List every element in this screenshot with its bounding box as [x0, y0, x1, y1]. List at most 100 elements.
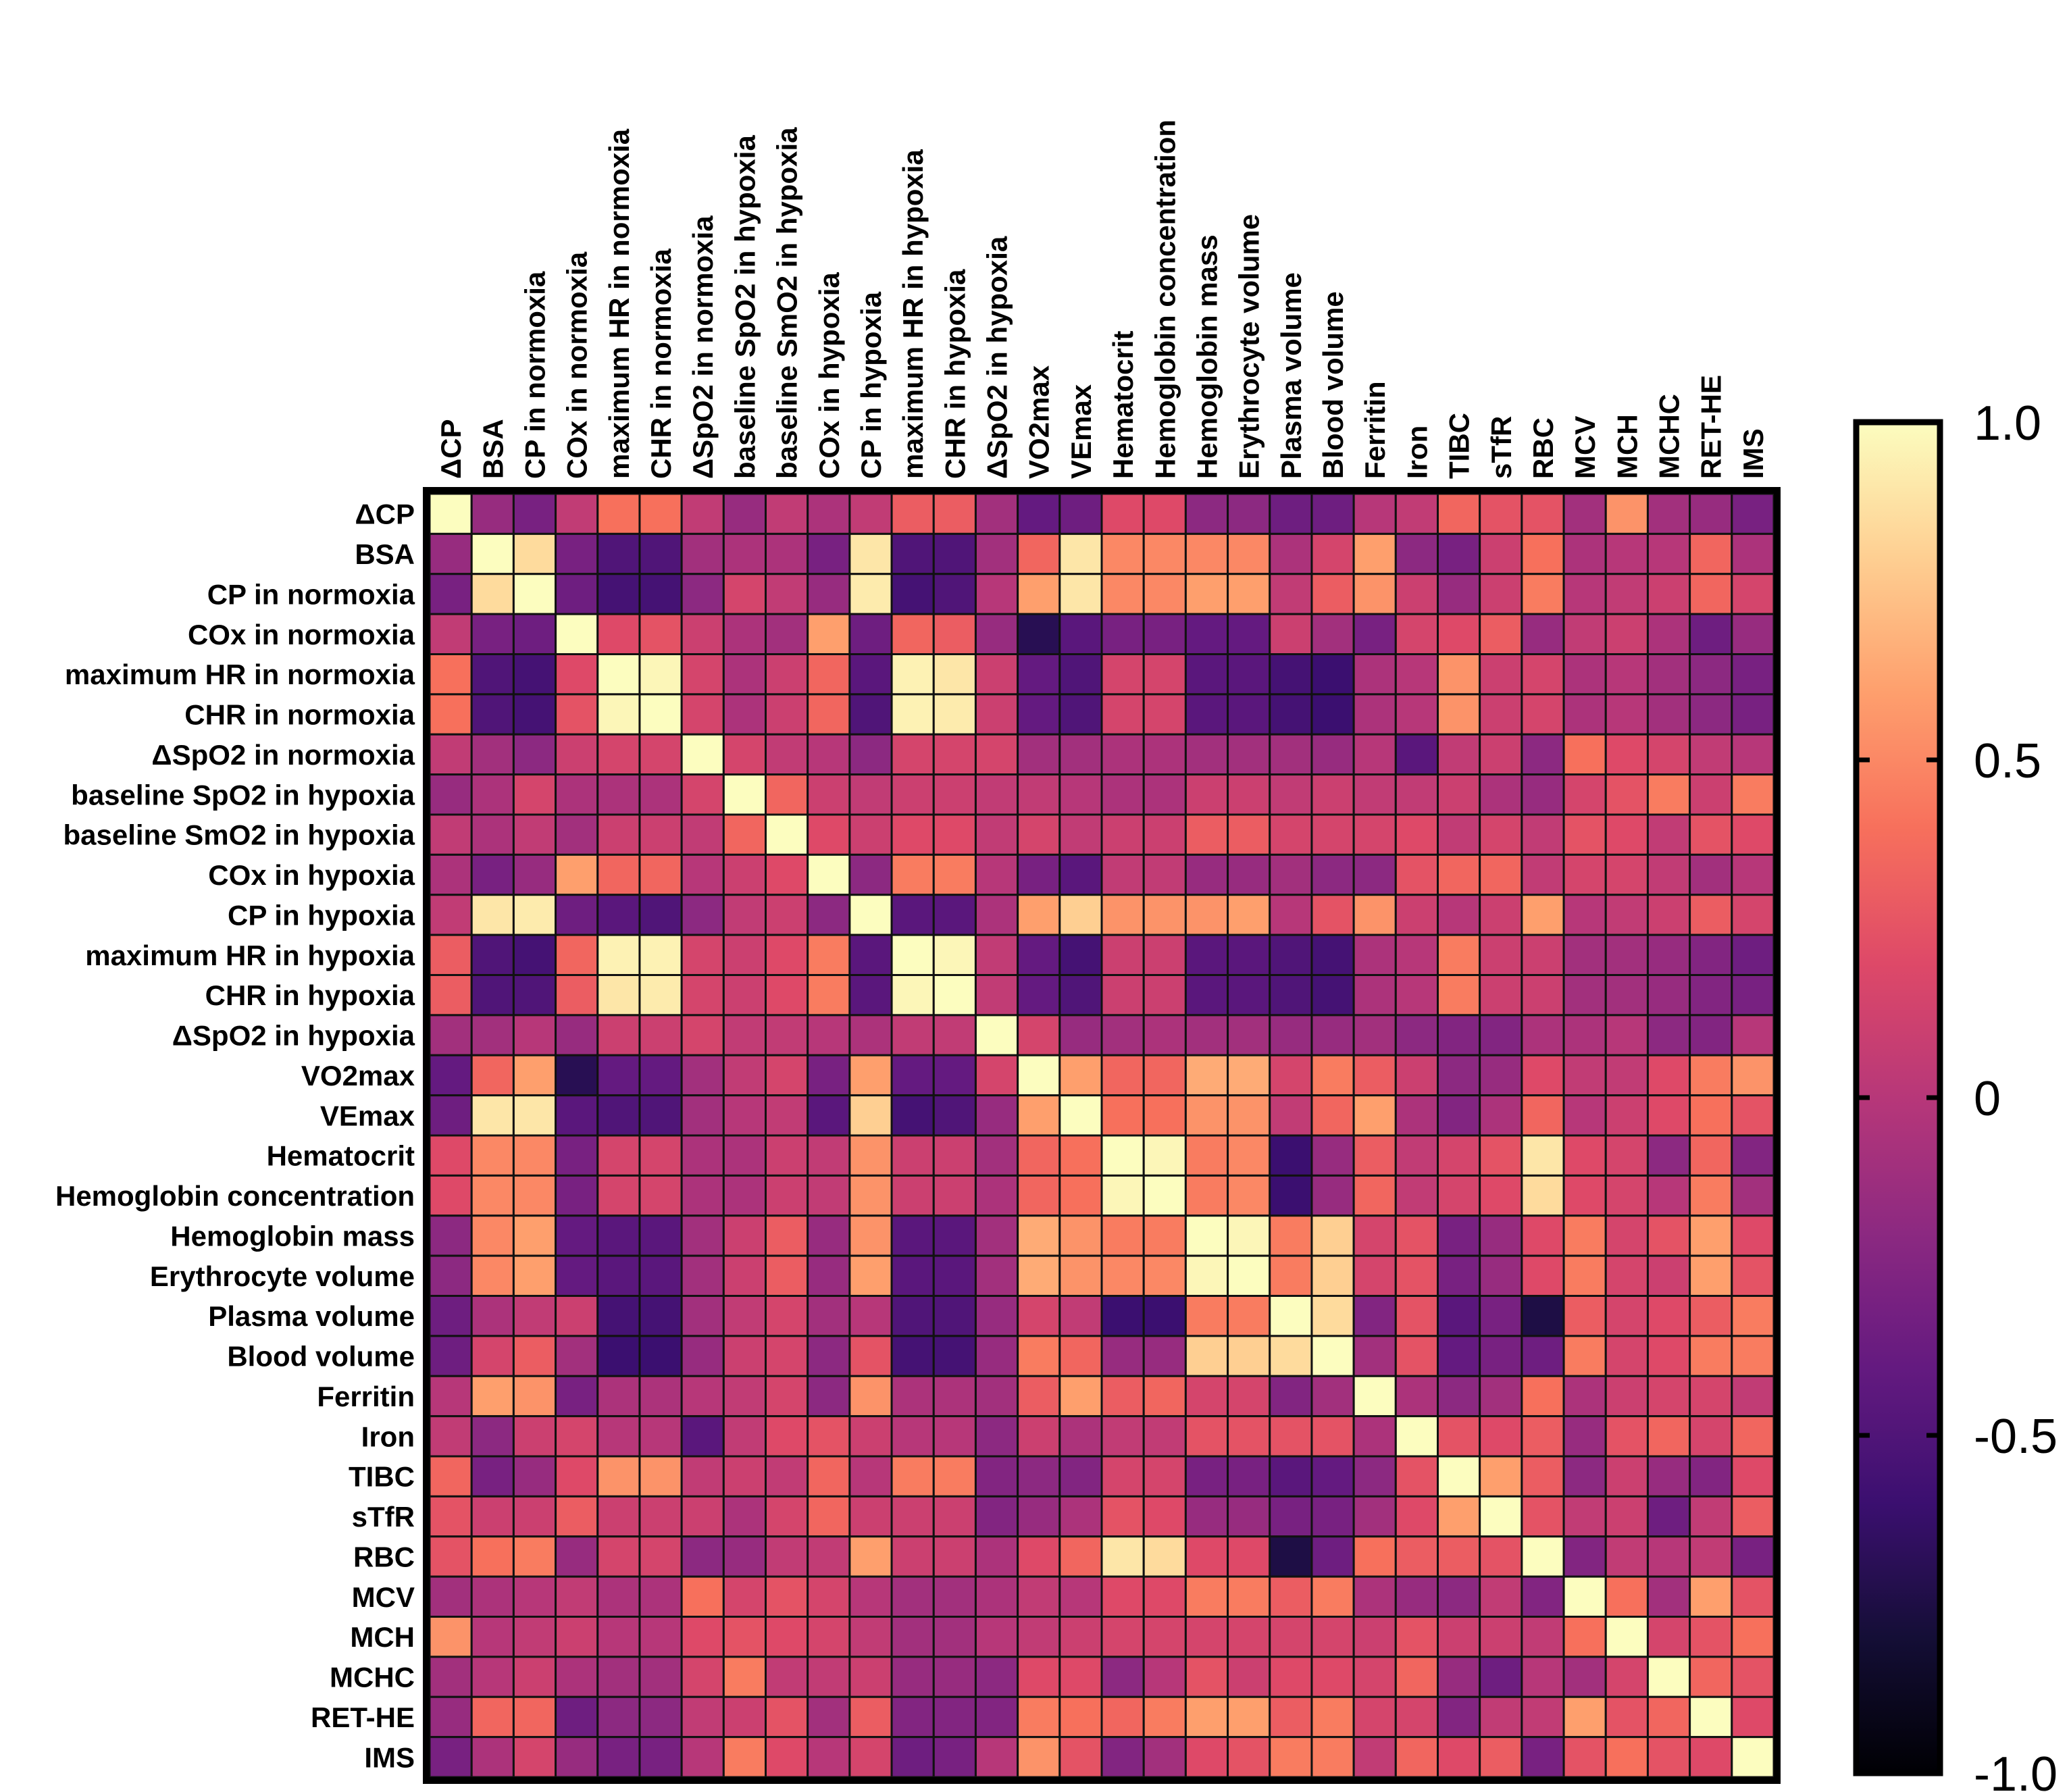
heatmap-cell	[807, 1254, 851, 1297]
heatmap-cell	[1604, 492, 1649, 535]
heatmap-cell	[1017, 1375, 1061, 1418]
heatmap-cell	[1058, 933, 1103, 976]
heatmap-cell	[1142, 813, 1187, 856]
heatmap-cell	[1352, 1014, 1397, 1056]
heatmap-cell	[555, 1335, 599, 1377]
heatmap-cell	[1437, 974, 1481, 1017]
heatmap-cell	[1479, 613, 1523, 655]
heatmap-cell	[1731, 894, 1775, 936]
heatmap-cell	[1352, 1295, 1397, 1337]
heatmap-cell	[470, 1295, 515, 1337]
heatmap-cell	[890, 1134, 935, 1177]
heatmap-cell	[1352, 1495, 1397, 1538]
heatmap-cell	[1269, 532, 1313, 575]
heatmap-cell	[1017, 1094, 1061, 1137]
row-label: MCHC	[330, 1662, 415, 1693]
heatmap-cell	[512, 1495, 557, 1538]
heatmap-cell	[1437, 1214, 1481, 1257]
heatmap-cell	[1269, 1094, 1313, 1137]
heatmap-cell	[1310, 813, 1355, 856]
heatmap-cell	[1058, 653, 1103, 696]
heatmap-cell	[1689, 974, 1733, 1017]
heatmap-cell	[932, 1616, 977, 1658]
heatmap-cell	[1437, 693, 1481, 736]
heatmap-cell	[512, 1535, 557, 1578]
heatmap-cell	[974, 1174, 1019, 1217]
column-label: COx in hypoxia	[813, 272, 845, 479]
heatmap-cell	[807, 1575, 851, 1618]
heatmap-cell	[1646, 1695, 1691, 1739]
heatmap-cell	[1310, 974, 1355, 1017]
heatmap-cell	[1562, 1134, 1607, 1177]
heatmap-cell	[1017, 1575, 1061, 1618]
heatmap-cell	[765, 974, 809, 1017]
column-label: COx in normoxia	[561, 251, 593, 479]
heatmap-cell	[428, 653, 473, 696]
heatmap-cell	[428, 1174, 473, 1217]
heatmap-cell	[1646, 773, 1691, 816]
heatmap-cell	[555, 1014, 599, 1056]
heatmap-cell	[1352, 1174, 1397, 1217]
heatmap-cell	[1689, 693, 1733, 736]
heatmap-cell	[1227, 1736, 1271, 1778]
heatmap-cell	[1100, 974, 1145, 1017]
heatmap-cell	[1646, 1254, 1691, 1297]
heatmap-cell	[1479, 1415, 1523, 1458]
heatmap-cell	[1521, 733, 1565, 776]
heatmap-cell	[638, 813, 683, 856]
heatmap-cell	[848, 613, 893, 655]
heatmap-cell	[638, 532, 683, 575]
heatmap-cell	[555, 693, 599, 736]
heatmap-cell	[1142, 773, 1187, 816]
heatmap-cell	[555, 1736, 599, 1778]
heatmap-cell	[1479, 1214, 1523, 1257]
heatmap-cell	[1269, 853, 1313, 896]
heatmap-cell	[512, 1094, 557, 1137]
heatmap-cell	[470, 853, 515, 896]
heatmap-cell	[1646, 1495, 1691, 1538]
heatmap-cell	[722, 1695, 767, 1739]
heatmap-cell	[1394, 1214, 1439, 1257]
column-label: Hematocrit	[1107, 331, 1139, 479]
row-label: Hematocrit	[267, 1140, 415, 1172]
heatmap-cell	[1310, 1616, 1355, 1658]
heatmap-cell	[890, 1695, 935, 1739]
heatmap-cell	[932, 1014, 977, 1056]
heatmap-cell	[1310, 1094, 1355, 1137]
column-label: CP in normoxia	[519, 271, 551, 479]
heatmap-cell	[1479, 773, 1523, 816]
heatmap-cell	[428, 933, 473, 976]
heatmap-cell	[1227, 1014, 1271, 1056]
heatmap-cell	[555, 974, 599, 1017]
heatmap-cell	[1604, 1495, 1649, 1538]
heatmap-cell	[1521, 1375, 1565, 1418]
heatmap-cell	[470, 1535, 515, 1578]
heatmap-cell	[428, 1295, 473, 1337]
heatmap-cell	[428, 1094, 473, 1137]
heatmap-cell	[932, 894, 977, 936]
heatmap-cell	[1227, 1616, 1271, 1658]
heatmap-cell	[512, 1616, 557, 1658]
heatmap-cell	[1604, 653, 1649, 696]
row-label: baseline SmO2 in hypoxia	[63, 819, 415, 851]
heatmap-cell	[722, 1094, 767, 1137]
heatmap-cell	[680, 613, 725, 655]
heatmap-cell	[596, 1375, 641, 1418]
heatmap-cell	[555, 1455, 599, 1497]
heatmap-cell	[470, 1094, 515, 1137]
heatmap-cell	[470, 1335, 515, 1377]
heatmap-cell	[1184, 1415, 1229, 1458]
heatmap-cell	[1269, 1575, 1313, 1618]
heatmap-cell	[932, 492, 977, 535]
heatmap-cell	[1100, 1254, 1145, 1297]
heatmap-cell	[1394, 532, 1439, 575]
heatmap-cell	[890, 1736, 935, 1778]
heatmap-cell	[1227, 693, 1271, 736]
heatmap-cell	[932, 1174, 977, 1217]
heatmap-cell	[1394, 773, 1439, 816]
heatmap-cell	[428, 492, 473, 535]
heatmap-cell	[1562, 1656, 1607, 1698]
heatmap-cell	[1437, 1455, 1481, 1497]
heatmap-cell	[1184, 1616, 1229, 1658]
heatmap-cell	[1394, 1295, 1439, 1337]
